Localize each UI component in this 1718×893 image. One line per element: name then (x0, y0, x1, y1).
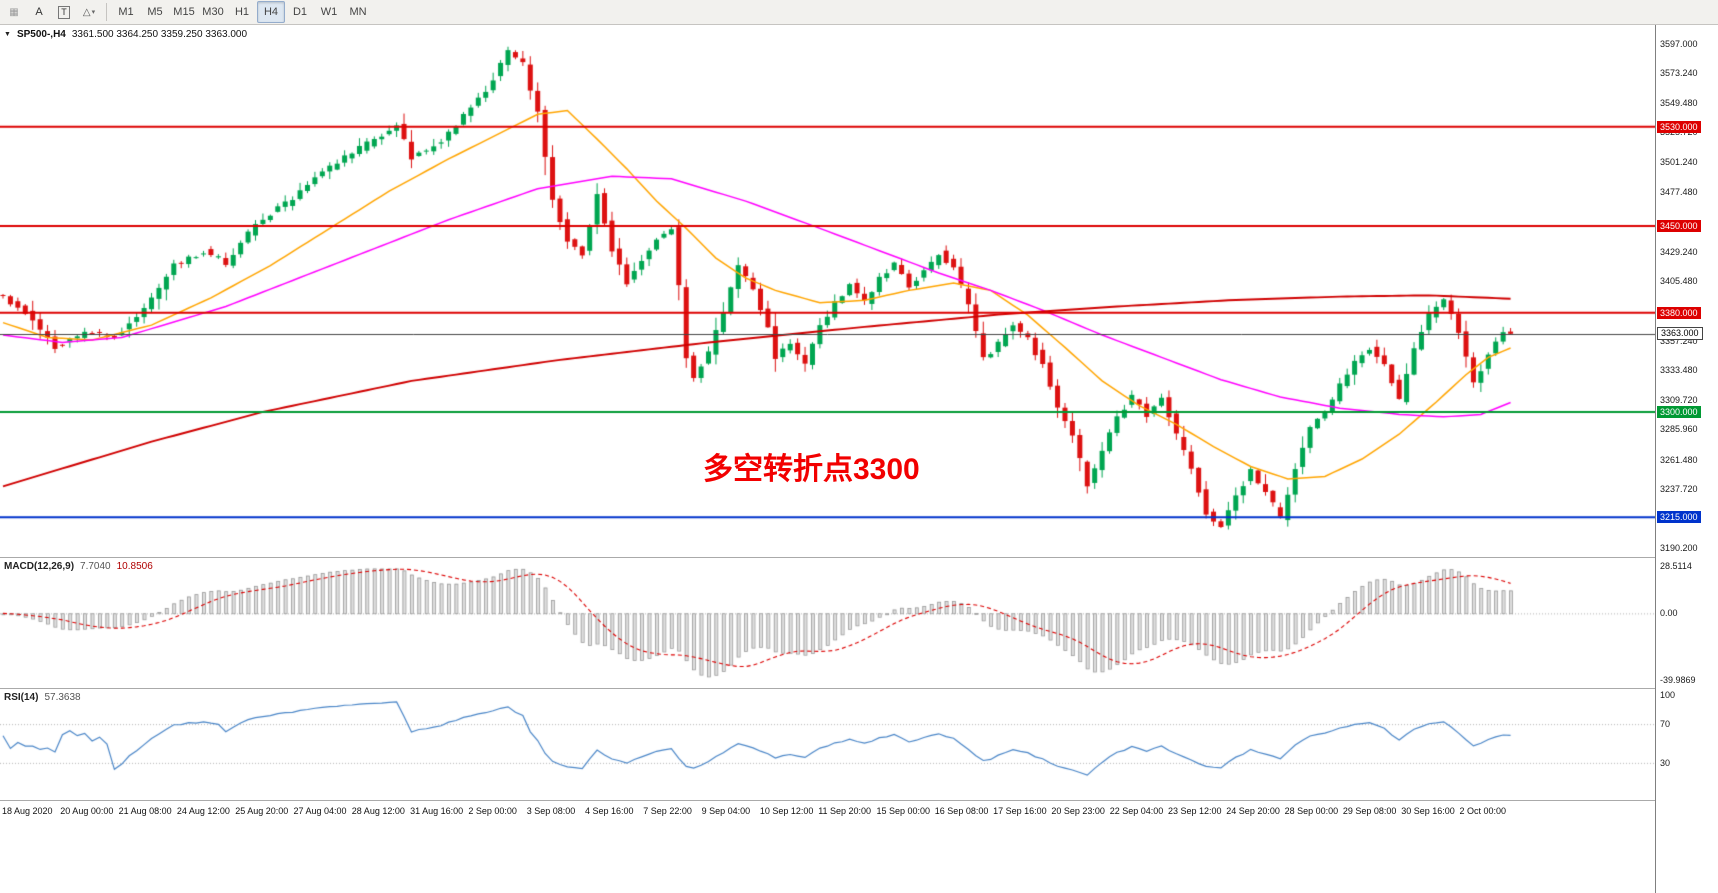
symbol-label: SP500-,H4 (16, 29, 66, 40)
time-axis-label: 31 Aug 16:00 (410, 806, 464, 816)
price-axis-tick: 3357.240 (1660, 335, 1698, 346)
timeframe-button-h4[interactable]: H4 (257, 1, 285, 23)
price-axis[interactable]: 3597.0003573.2403549.4803525.7203501.240… (1655, 25, 1718, 893)
price-level-badge: 3300.000 (1657, 405, 1701, 418)
time-axis-label: 15 Sep 00:00 (876, 806, 931, 816)
rsi-axis-label: 70 (1660, 719, 1671, 730)
timeframe-button-m30[interactable]: M30 (202, 6, 224, 18)
time-axis-label: 2 Sep 00:00 (468, 806, 517, 816)
price-level-badge: 3380.000 (1657, 306, 1701, 319)
time-axis-label: 23 Sep 12:00 (1168, 806, 1222, 816)
time-axis-label: 3 Sep 08:00 (526, 806, 576, 816)
rsi-axis-label: 30 (1660, 757, 1671, 768)
time-axis-label: 9 Sep 04:00 (701, 806, 751, 816)
price-level-badge: 3530.000 (1657, 120, 1701, 133)
price-axis-tick: 3237.720 (1660, 484, 1698, 495)
time-axis-label: 11 Sep 20:00 (818, 806, 872, 816)
chart-annotation-text: 多空转折点3300 (703, 453, 920, 486)
time-axis-label: 17 Sep 16:00 (993, 806, 1047, 816)
time-axis-label: 21 Aug 08:00 (118, 806, 172, 816)
time-axis-label: 22 Sep 04:00 (1109, 806, 1164, 816)
macd-signal-value: 10.8506 (116, 561, 153, 572)
toolbar-separator (106, 3, 107, 21)
rsi-axis-label: 100 (1660, 690, 1676, 700)
time-axis-label: 27 Aug 04:00 (293, 806, 347, 816)
macd-axis-label: 0.00 (1660, 608, 1678, 619)
time-axis-label: 25 Aug 20:00 (235, 806, 289, 816)
time-axis-label: 20 Sep 23:00 (1051, 806, 1105, 816)
shapes-icon: △ (82, 6, 91, 18)
macd-panel-canvas[interactable] (0, 558, 1655, 688)
price-axis-tick: 3333.480 (1660, 365, 1698, 376)
time-axis-label: 24 Aug 12:00 (176, 806, 230, 816)
main-chart-canvas[interactable] (0, 25, 1655, 557)
price-axis-tick: 3549.480 (1660, 97, 1698, 108)
annotation-tool-button[interactable]: A (35, 6, 43, 18)
chevron-down-icon: ▾ (91, 9, 96, 16)
text-label-icon: T (58, 5, 70, 19)
price-level-badge: 3215.000 (1657, 511, 1701, 524)
time-axis[interactable]: 18 Aug 2020 20 Aug 00:00 21 Aug 08:00 24 Au… (0, 801, 1655, 893)
time-axis-label: 10 Sep 12:00 (759, 806, 814, 816)
price-axis-tick: 3429.240 (1660, 246, 1698, 257)
price-axis-tick: 3261.480 (1660, 454, 1698, 465)
grid-icon: ▦ (9, 6, 19, 18)
timeframe-button-m5[interactable]: M5 (147, 6, 163, 18)
macd-main-value: 7.7040 (80, 561, 111, 572)
price-axis-tick: 3597.000 (1660, 38, 1698, 49)
timeframe-button-h1[interactable]: H1 (234, 6, 250, 18)
time-axis-label: 18 Aug 2020 (2, 806, 53, 816)
panel-separator[interactable] (0, 688, 1718, 689)
price-axis-tick: 3477.480 (1660, 186, 1698, 197)
price-axis-tick: 3309.720 (1660, 394, 1698, 405)
time-axis-label: 28 Aug 12:00 (351, 806, 405, 816)
shapes-tool-button[interactable]: △ ▾ (77, 1, 101, 23)
price-level-badge: 3450.000 (1657, 219, 1701, 232)
timeframe-button-mn[interactable]: MN (349, 6, 367, 18)
time-axis-label: 24 Sep 20:00 (1226, 806, 1280, 816)
chart-marker-icon: ▼ (4, 31, 11, 38)
time-axis-label: 4 Sep 16:00 (585, 806, 634, 816)
timeframe-button-m15[interactable]: M15 (173, 6, 195, 18)
macd-axis-label: 28.5114 (1660, 560, 1692, 571)
text-tool-button[interactable]: T (52, 1, 76, 23)
rsi-panel-canvas[interactable] (0, 689, 1655, 800)
timeframe-group: M1 M5 M15 M30 H1 H4 D1 W1 MN (112, 1, 372, 23)
timeframe-button-d1[interactable]: D1 (292, 6, 308, 18)
price-axis-tick: 3501.240 (1660, 157, 1698, 168)
time-axis-label: 7 Sep 22:00 (643, 806, 692, 816)
current-price-badge: 3363.000 (1657, 326, 1703, 340)
rsi-value: 57.3638 (44, 692, 81, 703)
macd-axis-label: -39.9869 (1660, 675, 1696, 686)
price-axis-tick: 3573.240 (1660, 68, 1698, 79)
ohlc-values: 3361.500 3364.250 3359.250 3363.000 (71, 29, 248, 40)
panel-separator[interactable] (0, 800, 1718, 801)
time-axis-label: 29 Sep 08:00 (1342, 806, 1397, 816)
time-axis-label: 16 Sep 08:00 (934, 806, 989, 816)
macd-indicator-header: MACD(12,26,9) 7.7040 10.8506 (4, 561, 153, 572)
timeframe-button-w1[interactable]: W1 (320, 6, 338, 18)
macd-label: MACD(12,26,9) (4, 561, 75, 572)
time-axis-label: 30 Sep 16:00 (1401, 806, 1455, 816)
toolbar: ▦ A T △ ▾ M1 M5 M15 M30 H1 H4 D1 W1 MN (0, 0, 1718, 25)
panel-separator[interactable] (0, 557, 1718, 558)
price-axis-tick: 3405.480 (1660, 276, 1698, 287)
rsi-label: RSI(14) (4, 692, 39, 703)
cropped-toolbar-icon[interactable]: ▦ (2, 1, 26, 23)
time-axis-label: 2 Oct 00:00 (1459, 806, 1507, 816)
price-axis-tick: 3190.200 (1660, 543, 1698, 554)
time-axis-label: 20 Aug 00:00 (60, 806, 114, 816)
time-axis-label: 28 Sep 00:00 (1284, 806, 1339, 816)
timeframe-button-m1[interactable]: M1 (118, 6, 134, 18)
price-axis-tick: 3285.960 (1660, 424, 1698, 435)
rsi-indicator-header: RSI(14) 57.3638 (4, 692, 81, 703)
symbol-ohlc-header: ▼ SP500-,H4 3361.500 3364.250 3359.250 3… (4, 29, 247, 40)
